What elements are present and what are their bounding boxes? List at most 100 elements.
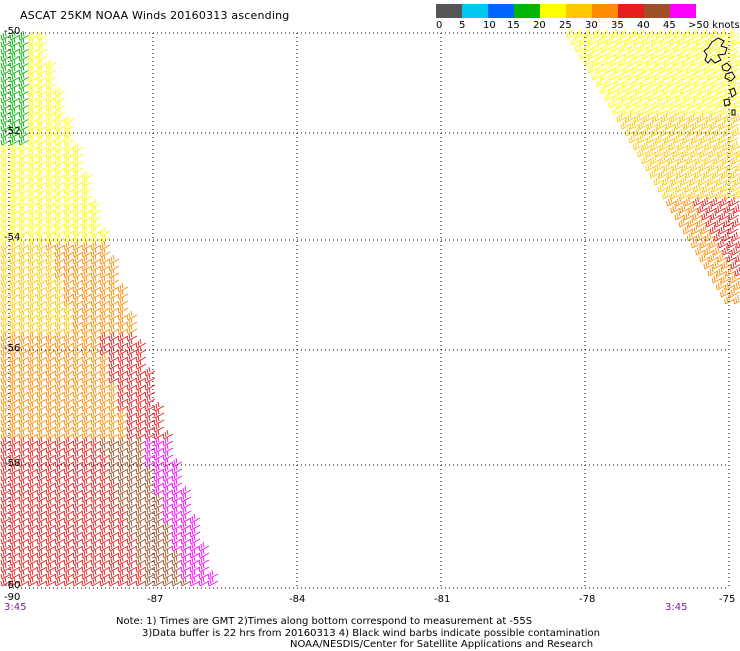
wind-barb — [628, 56, 639, 67]
wind-barb — [632, 49, 644, 60]
wind-barb — [27, 478, 39, 489]
wind-barbs — [0, 28, 740, 587]
wind-barb — [72, 282, 84, 293]
wind-barb — [27, 380, 39, 391]
wind-barb — [18, 478, 30, 489]
wind-barb — [36, 345, 48, 356]
wind-barb — [108, 471, 120, 482]
wind-barb — [126, 562, 138, 573]
wind-barb — [153, 506, 165, 517]
wind-barb — [27, 464, 39, 475]
wind-barb — [72, 345, 84, 356]
note-line: 3)Data buffer is 22 hrs from 20160313 4)… — [142, 628, 600, 639]
wind-barb — [718, 224, 730, 235]
wind-barb — [99, 520, 111, 531]
wind-barb — [632, 140, 644, 151]
wind-barb — [725, 84, 737, 95]
wind-barb — [641, 63, 652, 74]
wind-barb — [723, 35, 735, 46]
wind-barb — [655, 56, 666, 67]
wind-barb — [90, 352, 102, 363]
wind-barb — [108, 548, 120, 559]
wind-barb — [81, 471, 93, 482]
wind-barb — [72, 499, 84, 510]
wind-barb — [189, 562, 201, 573]
wind-barb — [144, 471, 156, 482]
wind-barb — [45, 331, 57, 342]
wind-barb — [99, 324, 111, 335]
wind-barb — [9, 58, 21, 69]
wind-barb — [695, 49, 707, 60]
wind-barb — [117, 373, 129, 384]
wind-barb — [715, 203, 726, 214]
wind-barb — [688, 203, 699, 214]
wind-barb — [9, 72, 21, 83]
wind-barb — [641, 154, 652, 165]
wind-barb — [9, 135, 21, 146]
wind-barb — [135, 415, 147, 426]
wind-barb — [162, 527, 174, 538]
wind-barb — [162, 471, 174, 482]
wind-barb — [9, 156, 21, 167]
wind-barb — [180, 499, 192, 510]
wind-barb — [27, 198, 39, 209]
wind-barb — [171, 541, 183, 552]
wind-barb — [45, 58, 57, 69]
wind-barb — [720, 287, 731, 298]
wind-barb — [27, 79, 39, 90]
wind-barb — [54, 170, 66, 181]
wind-barb — [108, 520, 120, 531]
wind-barb — [54, 366, 66, 377]
wind-barb — [18, 212, 30, 223]
wind-barb — [649, 168, 661, 179]
wind-barb — [608, 98, 619, 109]
wind-barb — [27, 205, 39, 216]
wind-barb — [54, 135, 66, 146]
lon-label: -84 — [289, 594, 306, 605]
wind-barb — [135, 478, 147, 489]
wind-barb — [693, 182, 705, 193]
wind-barb — [162, 457, 174, 468]
wind-barb — [54, 149, 66, 160]
wind-barb — [72, 562, 84, 573]
wind-barb — [686, 63, 697, 74]
wind-barb — [180, 555, 192, 566]
wind-barb — [54, 296, 66, 307]
wind-barb — [0, 499, 12, 510]
wind-barb — [9, 492, 21, 503]
wind-barb — [135, 352, 147, 363]
wind-barb — [63, 429, 75, 440]
wind-barb — [608, 84, 620, 95]
wind-barb — [54, 562, 66, 573]
wind-barb — [36, 303, 48, 314]
wind-barb — [72, 450, 84, 461]
wind-barb — [63, 156, 75, 167]
wind-barb — [108, 289, 120, 300]
wind-barb — [63, 366, 75, 377]
colorbar-label: 5 — [459, 20, 466, 31]
wind-barb — [126, 555, 138, 566]
wind-barb — [126, 485, 138, 496]
wind-barb — [117, 352, 129, 363]
wind-barb — [63, 569, 75, 580]
wind-barb — [702, 91, 714, 102]
wind-barb — [27, 387, 39, 398]
wind-barb — [707, 98, 718, 109]
wind-barb — [671, 175, 683, 186]
wind-barb — [18, 191, 30, 202]
wind-barb — [27, 156, 39, 167]
wind-barb — [18, 457, 30, 468]
wind-barb — [72, 478, 84, 489]
wind-barb — [81, 457, 93, 468]
wind-barb — [18, 275, 30, 286]
wind-barb — [72, 471, 84, 482]
wind-barb — [18, 324, 30, 335]
wind-barb — [18, 58, 30, 69]
wind-barb — [63, 471, 75, 482]
wind-barb — [18, 37, 30, 48]
wind-barb — [63, 149, 75, 160]
wind-barb — [45, 100, 57, 111]
wind-barb — [135, 366, 147, 377]
wind-barb — [117, 471, 129, 482]
wind-barb — [54, 114, 66, 125]
